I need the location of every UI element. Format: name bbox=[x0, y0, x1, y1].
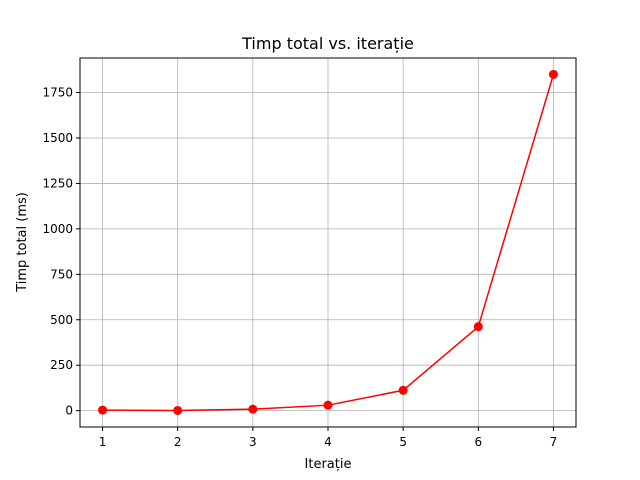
axis-ticks: 1 2 3 4 5 6 7 0 250 500 750 1000 1250 1500 1750 bbox=[42, 86, 557, 449]
x-tick-label: 7 bbox=[550, 435, 558, 449]
y-tick-label: 1500 bbox=[42, 131, 73, 145]
y-tick-label: 750 bbox=[50, 267, 73, 281]
x-tick-label: 3 bbox=[249, 435, 257, 449]
x-tick-label: 1 bbox=[99, 435, 107, 449]
series-layer bbox=[98, 69, 558, 415]
data-point bbox=[473, 322, 483, 332]
grid-lines bbox=[80, 58, 576, 427]
data-point bbox=[323, 400, 333, 410]
x-tick-label: 4 bbox=[324, 435, 332, 449]
x-axis-label: Iterație bbox=[305, 457, 352, 472]
y-tick-label: 500 bbox=[50, 313, 73, 327]
x-tick-label: 5 bbox=[399, 435, 407, 449]
data-point bbox=[548, 69, 558, 79]
y-axis-label: Timp total (ms) bbox=[15, 192, 30, 293]
y-tick-label: 1000 bbox=[42, 222, 73, 236]
data-point bbox=[248, 404, 258, 414]
data-point bbox=[398, 385, 408, 395]
y-tick-label: 250 bbox=[50, 358, 73, 372]
y-tick-label: 0 bbox=[65, 404, 73, 418]
x-tick-label: 6 bbox=[474, 435, 482, 449]
chart-title: Timp total vs. iterație bbox=[241, 34, 414, 53]
x-tick-label: 2 bbox=[174, 435, 182, 449]
data-point bbox=[98, 405, 108, 415]
data-point bbox=[173, 405, 183, 415]
y-tick-label: 1750 bbox=[42, 86, 73, 100]
y-tick-label: 1250 bbox=[42, 176, 73, 190]
